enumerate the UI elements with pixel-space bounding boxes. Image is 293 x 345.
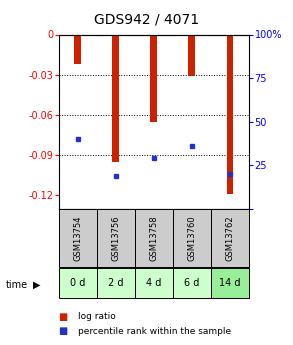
Bar — [173, 209, 211, 267]
Bar — [97, 268, 135, 298]
Text: GSM13762: GSM13762 — [226, 216, 234, 261]
Text: time: time — [6, 280, 28, 289]
Bar — [150, 34, 157, 122]
Text: 4 d: 4 d — [146, 278, 161, 288]
Text: percentile rank within the sample: percentile rank within the sample — [78, 327, 231, 336]
Text: GSM13760: GSM13760 — [188, 216, 196, 261]
Bar — [74, 34, 81, 64]
Text: GSM13756: GSM13756 — [111, 216, 120, 261]
Text: 0 d: 0 d — [70, 278, 85, 288]
Text: GSM13758: GSM13758 — [149, 216, 158, 261]
Text: ▶: ▶ — [33, 280, 40, 289]
Bar — [173, 268, 211, 298]
Text: log ratio: log ratio — [78, 312, 115, 321]
Bar — [211, 209, 249, 267]
Text: ■: ■ — [59, 326, 68, 336]
Text: GDS942 / 4071: GDS942 / 4071 — [94, 12, 199, 26]
Bar — [188, 34, 195, 76]
Bar — [135, 209, 173, 267]
Bar — [226, 34, 234, 194]
Bar — [211, 268, 249, 298]
Text: ■: ■ — [59, 312, 68, 322]
Bar — [59, 209, 97, 267]
Text: 14 d: 14 d — [219, 278, 241, 288]
Bar — [59, 268, 97, 298]
Text: 2 d: 2 d — [108, 278, 123, 288]
Text: GSM13754: GSM13754 — [73, 216, 82, 261]
Bar — [112, 34, 119, 162]
Bar — [135, 268, 173, 298]
Bar — [97, 209, 135, 267]
Text: 6 d: 6 d — [184, 278, 200, 288]
